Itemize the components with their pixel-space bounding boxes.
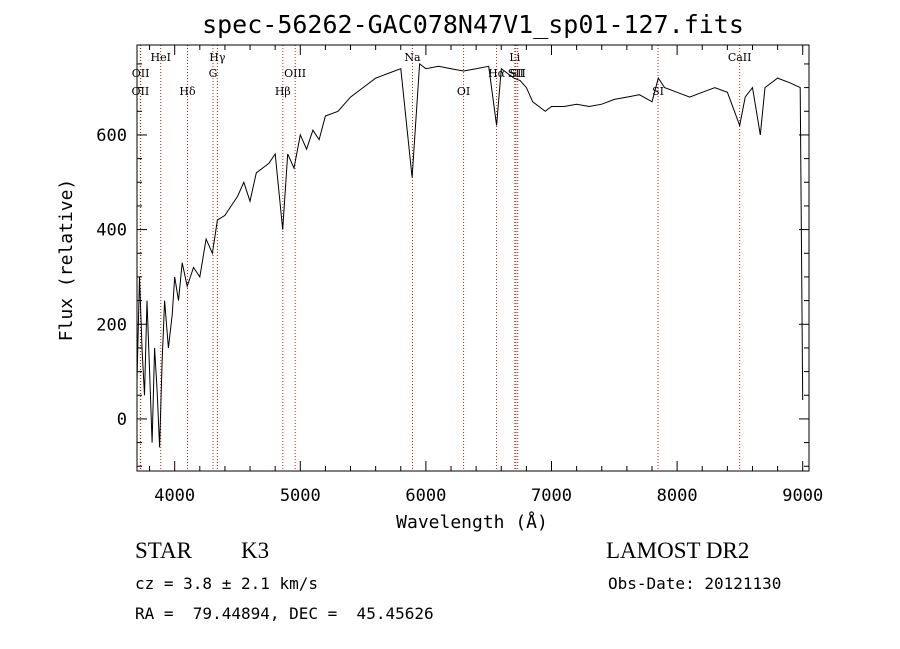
ra-dec: RA = 79.44894, DEC = 45.45626 (135, 604, 434, 623)
line-label-5: Hγ (209, 51, 226, 64)
x-tick-label: 7000 (531, 486, 572, 506)
axis-ticks: 4000 5000 6000 7000 8000 9000 0 200 400 600 (96, 45, 823, 506)
line-label-13: SII (510, 67, 526, 80)
x-tick-label: 4000 (154, 486, 195, 506)
survey-name: LAMOST DR2 (606, 538, 750, 563)
object-subclass: K3 (241, 538, 270, 563)
line-label-2: HeI (151, 51, 171, 64)
chart-title: spec-56262-GAC078N47V1_sp01-127.fits (202, 10, 744, 39)
y-axis-label: Flux (relative) (56, 179, 77, 342)
x-tick-label: 6000 (405, 486, 446, 506)
line-label-6: Hβ (275, 85, 291, 98)
y-tick-label: 200 (96, 315, 127, 335)
x-tick-label: 8000 (657, 486, 698, 506)
redshift-cz: cz = 3.8 ± 2.1 km/s (135, 574, 319, 593)
spectrum-line (136, 62, 804, 448)
object-class: STAR (135, 538, 192, 563)
x-tick-label: 9000 (782, 486, 823, 506)
line-label-11: Li (509, 51, 520, 64)
plot-frame (136, 44, 810, 472)
y-tick-label: 600 (96, 126, 127, 146)
x-tick-label: 5000 (280, 486, 321, 506)
obs-date: Obs-Date: 20121130 (608, 574, 782, 593)
x-axis-label: Wavelength (Å) (396, 511, 548, 533)
line-label-9: OI (457, 85, 470, 98)
y-tick-label: 400 (96, 221, 127, 241)
line-label-4: G (209, 67, 218, 80)
line-label-7: OIII (284, 67, 306, 80)
line-label-15: CaII (728, 51, 752, 64)
line-label-0: OII (132, 85, 150, 98)
line-label-14: SI (652, 85, 664, 98)
line-label-1: OII (132, 67, 150, 80)
y-tick-label: 0 (117, 410, 127, 430)
line-label-8: Na (404, 51, 421, 64)
line-label-3: Hδ (179, 85, 196, 98)
